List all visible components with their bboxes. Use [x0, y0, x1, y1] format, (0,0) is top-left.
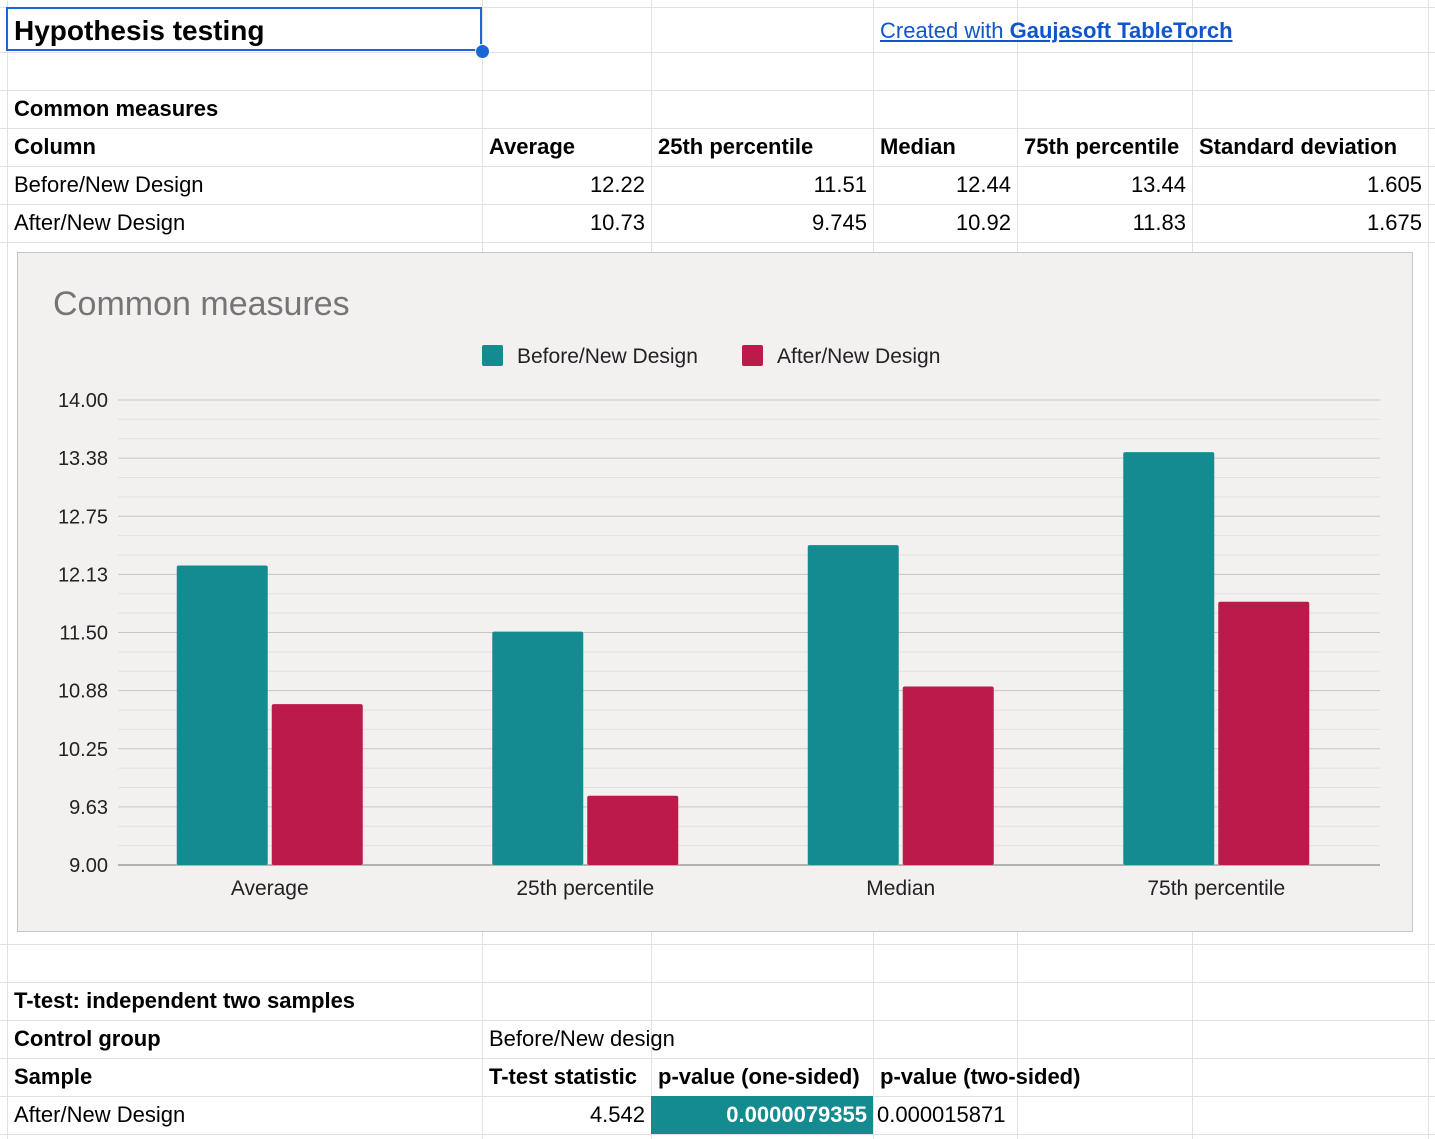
legend-label-before: Before/New Design	[517, 345, 698, 368]
y-tick-label: 10.25	[58, 739, 108, 761]
legend-label-after: After/New Design	[777, 345, 940, 368]
header-average[interactable]: Average	[489, 134, 576, 159]
common-measures-heading[interactable]: Common measures	[14, 96, 219, 121]
x-category-label: 75th percentile	[1147, 877, 1285, 900]
after-average[interactable]: 10.73	[589, 210, 645, 235]
before-average[interactable]: 12.22	[589, 172, 645, 197]
y-tick-label: 9.00	[69, 855, 108, 877]
grid-col-line	[7, 0, 8, 1139]
row-label-before[interactable]: Before/New Design	[14, 172, 204, 197]
row-label-after[interactable]: After/New Design	[14, 210, 186, 235]
embedded-chart[interactable]: Common measures Before/New Design After/…	[17, 252, 1413, 932]
y-tick-label: 10.88	[58, 681, 108, 703]
bar	[176, 565, 268, 865]
grid-row-line	[0, 982, 1435, 983]
bar	[807, 545, 899, 865]
bar-chart: Common measures Before/New Design After/…	[53, 285, 1380, 900]
before-25th-percentile[interactable]: 11.51	[813, 172, 867, 197]
y-tick-label: 11.50	[59, 623, 108, 645]
grid-row-line	[0, 1134, 1435, 1135]
control-group-label[interactable]: Control group	[14, 1026, 161, 1051]
credit-brand: Gaujasoft TableTorch	[1009, 18, 1233, 43]
before-median[interactable]: 12.44	[955, 172, 1011, 197]
after-standard-deviation[interactable]: 1.675	[1366, 210, 1422, 235]
grid-row-line	[0, 166, 1435, 167]
pvalue-two-sided-value[interactable]: 0.000015871	[877, 1102, 1006, 1127]
header-pvalue-one-sided[interactable]: p-value (one-sided)	[658, 1064, 860, 1089]
header-ttest-statistic[interactable]: T-test statistic	[489, 1064, 637, 1089]
header-standard-deviation[interactable]: Standard deviation	[1199, 134, 1398, 159]
y-tick-label: 14.00	[58, 390, 108, 412]
fill-handle[interactable]	[475, 44, 490, 59]
cell-selection-outline	[6, 7, 482, 51]
after-75th-percentile[interactable]: 11.83	[1132, 210, 1186, 235]
grid-row-line	[0, 128, 1435, 129]
grid-row-line	[0, 242, 1435, 243]
header-sample[interactable]: Sample	[14, 1064, 93, 1089]
sample-name[interactable]: After/New Design	[14, 1102, 186, 1127]
after-median[interactable]: 10.92	[955, 210, 1011, 235]
tabletorch-credit-link[interactable]: Created with Gaujasoft TableTorch	[880, 18, 1233, 44]
y-tick-label: 9.63	[69, 797, 108, 819]
x-category-label: Average	[231, 877, 309, 900]
grid-row-line	[0, 90, 1435, 91]
grid-col-line	[1428, 0, 1429, 1139]
before-75th-percentile[interactable]: 13.44	[1130, 172, 1186, 197]
grid-row-line	[0, 1058, 1435, 1059]
bar	[1218, 601, 1310, 865]
bar	[271, 704, 363, 865]
header-25th-percentile[interactable]: 25th percentile	[658, 134, 814, 159]
control-group-value[interactable]: Before/New design	[489, 1026, 675, 1051]
chart-title: Common measures	[53, 285, 350, 323]
legend-swatch-after	[742, 345, 763, 366]
ttest-heading[interactable]: T-test: independent two samples	[14, 988, 356, 1013]
header-75th-percentile[interactable]: 75th percentile	[1024, 134, 1180, 159]
grid-row-line	[0, 944, 1435, 945]
ttest-statistic-value[interactable]: 4.542	[589, 1102, 645, 1127]
credit-prefix: Created with	[880, 18, 1010, 43]
pvalue-one-sided-value[interactable]: 0.0000079355	[651, 1096, 873, 1134]
header-column[interactable]: Column	[14, 134, 96, 159]
after-25th-percentile[interactable]: 9.745	[811, 210, 867, 235]
header-median[interactable]: Median	[880, 134, 956, 159]
x-category-label: Median	[866, 877, 935, 900]
before-standard-deviation[interactable]: 1.605	[1366, 172, 1422, 197]
legend-swatch-before	[482, 345, 503, 366]
x-category-label: 25th percentile	[516, 877, 654, 900]
y-tick-label: 13.38	[58, 448, 108, 470]
bar	[587, 795, 679, 865]
grid-row-line	[0, 1020, 1435, 1021]
y-tick-label: 12.75	[58, 506, 108, 528]
bar	[902, 686, 994, 865]
plot-area: 14.00 13.38 12.75 12.13 11.50 10.88 10.25 9.63 9…	[58, 390, 1380, 900]
grid-row-line	[0, 204, 1435, 205]
y-tick-label: 12.13	[58, 564, 108, 586]
header-pvalue-two-sided[interactable]: p-value (two-sided)	[880, 1064, 1081, 1089]
bar	[1123, 452, 1215, 865]
sheet-title-cell[interactable]: Hypothesis testing	[14, 15, 265, 46]
bar	[492, 631, 584, 865]
grid-row-line	[0, 7, 1435, 8]
grid-row-line	[0, 52, 1435, 53]
